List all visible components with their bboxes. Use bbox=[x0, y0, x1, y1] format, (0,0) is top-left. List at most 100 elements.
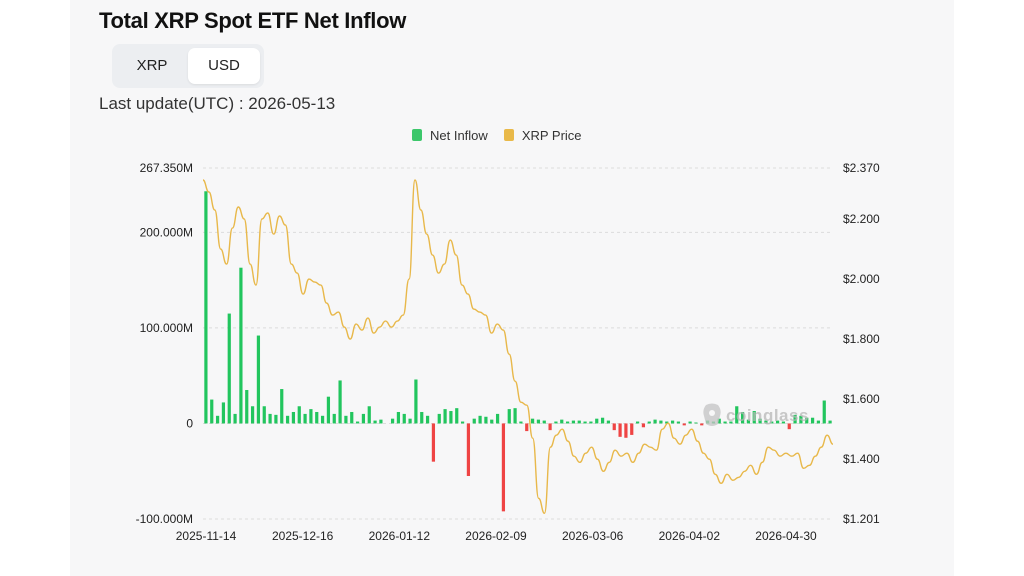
inflow-bar bbox=[297, 406, 301, 424]
inflow-bar bbox=[367, 406, 371, 424]
inflow-bar bbox=[647, 421, 651, 424]
coinglass-logo-icon bbox=[703, 403, 721, 426]
inflow-bar bbox=[513, 408, 517, 424]
inflow-bar bbox=[583, 421, 587, 424]
inflow-bar bbox=[665, 421, 669, 424]
inflow-bar bbox=[548, 423, 552, 431]
right-axis-tick-label: $1.600 bbox=[843, 392, 880, 406]
inflow-bar bbox=[787, 423, 791, 430]
inflow-bar bbox=[495, 413, 500, 424]
left-axis-tick-label: -100.000M bbox=[136, 512, 193, 526]
inflow-bar bbox=[326, 396, 331, 424]
inflow-bar bbox=[525, 423, 529, 432]
inflow-bar bbox=[262, 406, 266, 424]
left-axis-tick-label: 0 bbox=[186, 416, 193, 430]
last-update: Last update(UTC) : 2026-05-13 bbox=[99, 94, 335, 114]
inflow-bar bbox=[315, 411, 319, 424]
inflow-bar bbox=[816, 420, 821, 424]
legend-item-xrp-price[interactable]: XRP Price bbox=[503, 127, 582, 143]
chart-panel bbox=[70, 0, 954, 576]
inflow-bar bbox=[227, 313, 231, 424]
toggle-xrp-button[interactable]: XRP bbox=[136, 57, 168, 74]
inflow-bar bbox=[810, 417, 815, 424]
inflow-bar bbox=[688, 421, 692, 424]
inflow-bar bbox=[466, 423, 471, 477]
inflow-bar bbox=[268, 413, 272, 424]
inflow-bar bbox=[303, 413, 307, 424]
inflow-bar bbox=[484, 416, 488, 424]
unit-toggle: XRP USD bbox=[112, 44, 264, 88]
left-axis-tick-label: 267.350M bbox=[140, 161, 193, 175]
inflow-bar bbox=[530, 418, 535, 424]
x-axis-tick-label: 2026-04-30 bbox=[755, 529, 817, 543]
inflow-bar bbox=[478, 415, 482, 424]
inflow-bar bbox=[519, 421, 523, 424]
right-axis-tick-label: $2.000 bbox=[843, 272, 880, 286]
inflow-bar bbox=[402, 413, 406, 424]
legend-swatch-net-inflow bbox=[412, 129, 422, 141]
x-axis-tick-label: 2026-02-09 bbox=[465, 529, 527, 543]
inflow-bar bbox=[338, 380, 342, 424]
inflow-bar bbox=[624, 423, 628, 438]
inflow-bar bbox=[285, 415, 290, 424]
inflow-bar bbox=[414, 379, 418, 424]
watermark-text: coinglass bbox=[726, 406, 809, 425]
inflow-bar bbox=[256, 335, 261, 424]
inflow-bar bbox=[565, 421, 570, 424]
inflow-bar bbox=[700, 423, 704, 426]
inflow-bar bbox=[455, 408, 459, 424]
inflow-bar bbox=[443, 409, 447, 424]
inflow-bar bbox=[425, 415, 430, 424]
inflow-bar bbox=[490, 419, 494, 424]
inflow-bar bbox=[437, 413, 441, 424]
inflow-bar bbox=[233, 413, 237, 424]
inflow-bar bbox=[560, 419, 564, 424]
inflow-bar bbox=[344, 415, 348, 424]
legend-item-net-inflow[interactable]: Net Inflow bbox=[412, 128, 488, 143]
inflow-bar bbox=[501, 423, 506, 512]
left-axis-tick-label: 100.000M bbox=[140, 321, 193, 335]
inflow-bar bbox=[350, 411, 354, 424]
inflow-bar bbox=[280, 389, 284, 424]
right-axis-tick-label: $2.370 bbox=[843, 161, 880, 175]
inflow-bar bbox=[320, 415, 325, 424]
inflow-bar bbox=[449, 411, 453, 424]
inflow-bar bbox=[659, 420, 663, 424]
x-axis-tick-label: 2025-11-14 bbox=[176, 529, 237, 543]
inflow-bar bbox=[723, 421, 727, 424]
inflow-bar bbox=[670, 420, 675, 424]
legend-label-xrp-price: XRP Price bbox=[521, 127, 582, 143]
inflow-bar bbox=[752, 411, 756, 424]
inflow-bar bbox=[793, 414, 797, 424]
inflow-bar bbox=[764, 420, 768, 424]
chart-legend: Net Inflow XRP Price bbox=[412, 126, 598, 144]
inflow-bar bbox=[355, 421, 360, 424]
last-update-value: 2026-05-13 bbox=[248, 94, 336, 113]
inflow-bar bbox=[612, 423, 616, 431]
xrp-price-line bbox=[202, 179, 834, 515]
inflow-bar bbox=[822, 400, 826, 424]
inflow-bar bbox=[291, 411, 296, 424]
toggle-usd-button[interactable]: USD bbox=[188, 48, 260, 84]
inflow-bar bbox=[542, 420, 546, 424]
inflow-bar bbox=[618, 423, 622, 437]
inflow-bar bbox=[775, 420, 780, 424]
inflow-bar bbox=[396, 411, 401, 424]
inflow-bar bbox=[770, 421, 774, 424]
legend-label-net-inflow: Net Inflow bbox=[430, 127, 488, 143]
inflow-bar bbox=[408, 418, 412, 424]
inflow-bar bbox=[694, 422, 698, 424]
inflow-bar bbox=[781, 421, 786, 424]
inflow-bar bbox=[460, 421, 465, 424]
inflow-bar bbox=[682, 423, 686, 426]
inflow-bar bbox=[676, 421, 681, 424]
inflow-bar bbox=[210, 399, 214, 424]
inflow-bar bbox=[600, 417, 605, 424]
inflow-bar bbox=[577, 420, 581, 424]
right-axis-tick-label: $1.201 bbox=[843, 512, 880, 526]
inflow-bar bbox=[245, 390, 249, 424]
x-axis-tick-label: 2025-12-16 bbox=[272, 529, 334, 543]
inflow-bar bbox=[595, 418, 599, 424]
inflow-bar bbox=[239, 267, 243, 424]
